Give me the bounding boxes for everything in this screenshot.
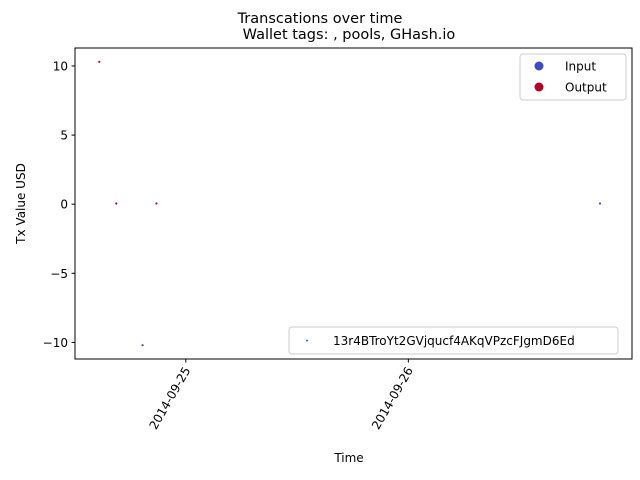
legend-box: [519, 53, 627, 101]
legend: Input Output: [519, 53, 627, 101]
x-tick-label: 2014-09-26: [369, 365, 416, 432]
y-tick-label: 10: [53, 59, 68, 73]
x-axis: 2014-09-25 2014-09-26: [146, 359, 416, 432]
data-points: [98, 60, 602, 347]
x-axis-label: Time: [333, 451, 363, 465]
data-point-input: [598, 202, 602, 205]
legend-label-output: Output: [565, 81, 607, 95]
address-legend-box: [288, 326, 619, 355]
x-tick-label: 2014-09-25: [146, 365, 193, 432]
data-point-output: [115, 202, 118, 205]
data-point-output: [98, 60, 101, 63]
chart-title: Wallet tags: , pools, GHash.io: [243, 27, 456, 43]
address-legend-label: 13r4BTroYt2GVjqucf4AKqVPzcFJgmD6Ed: [333, 334, 575, 348]
data-point-output: [155, 202, 158, 205]
legend-label-input: Input: [565, 60, 596, 74]
legend-marker-input: [534, 61, 544, 71]
y-tick-label: −5: [50, 267, 68, 281]
address-legend: 13r4BTroYt2GVjqucf4AKqVPzcFJgmD6Ed: [288, 326, 619, 355]
address-legend-marker: [306, 339, 308, 342]
chart-suptitle: Transcations over time: [237, 11, 403, 27]
y-tick-label: −10: [43, 336, 68, 350]
legend-marker-output: [534, 82, 544, 92]
data-point-input: [141, 344, 144, 347]
y-axis-label: Tx Value USD: [14, 163, 28, 245]
y-axis: 10 5 0 −5 −10: [43, 59, 75, 350]
y-tick-label: 5: [60, 129, 68, 143]
y-tick-label: 0: [60, 198, 68, 212]
